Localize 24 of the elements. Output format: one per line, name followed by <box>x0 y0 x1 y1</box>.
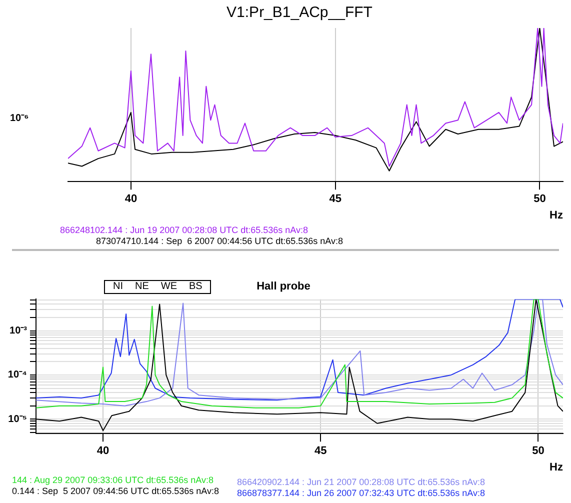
text: 866878377.144 : Jun 26 2007 07:32:43 UTC dt:65.536s nAv:8 <box>236 488 486 498</box>
x-axis-title: Hz <box>550 461 564 474</box>
chart-title: Hall probe <box>256 280 310 293</box>
x-tick-label: 45 <box>329 193 342 206</box>
x-tick-label: 50 <box>532 445 544 458</box>
text: 10⁻⁶ <box>10 113 29 124</box>
x-tick-label: 40 <box>96 445 110 458</box>
y-tick-label: 10⁻⁵ <box>8 414 28 425</box>
text: 873074710.144 : Sep 6 2007 00:44:56 UTC dt:65.536s nAv:8 <box>96 236 344 246</box>
text: NI <box>113 281 123 293</box>
y-tick-label: 10⁻⁴ <box>8 370 28 381</box>
x-axis-title: Hz <box>550 209 564 222</box>
x-tick-label: 40 <box>124 193 138 206</box>
text: NE <box>135 281 149 293</box>
y-tick-label: 10⁻³ <box>10 326 28 337</box>
text: 0.144 : Sep 5 2007 09:44:56 UTC dt:65.536s nAv:8 <box>12 486 219 496</box>
text: 144 : Aug 29 2007 09:33:06 UTC dt:65.536s nAv:8 <box>12 475 214 485</box>
x-tick-label: 45 <box>314 445 327 458</box>
text: 866248102.144 : Jun 19 2007 00:28:08 UTC dt:65.536s nAv:8 <box>60 225 310 235</box>
text: WE <box>160 281 178 293</box>
chart-title: V1:Pr_B1_ACp__FFT <box>226 4 372 22</box>
text: BS <box>189 281 202 293</box>
text: 866420902.144 : Jun 21 2007 00:28:08 UTC dt:65.536s nAv:8 <box>236 477 486 487</box>
x-tick-label: 50 <box>534 193 546 206</box>
